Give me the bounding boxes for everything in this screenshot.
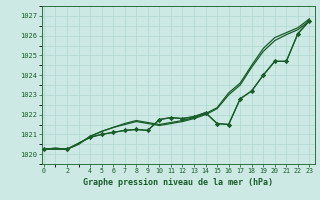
X-axis label: Graphe pression niveau de la mer (hPa): Graphe pression niveau de la mer (hPa) [84,178,273,187]
